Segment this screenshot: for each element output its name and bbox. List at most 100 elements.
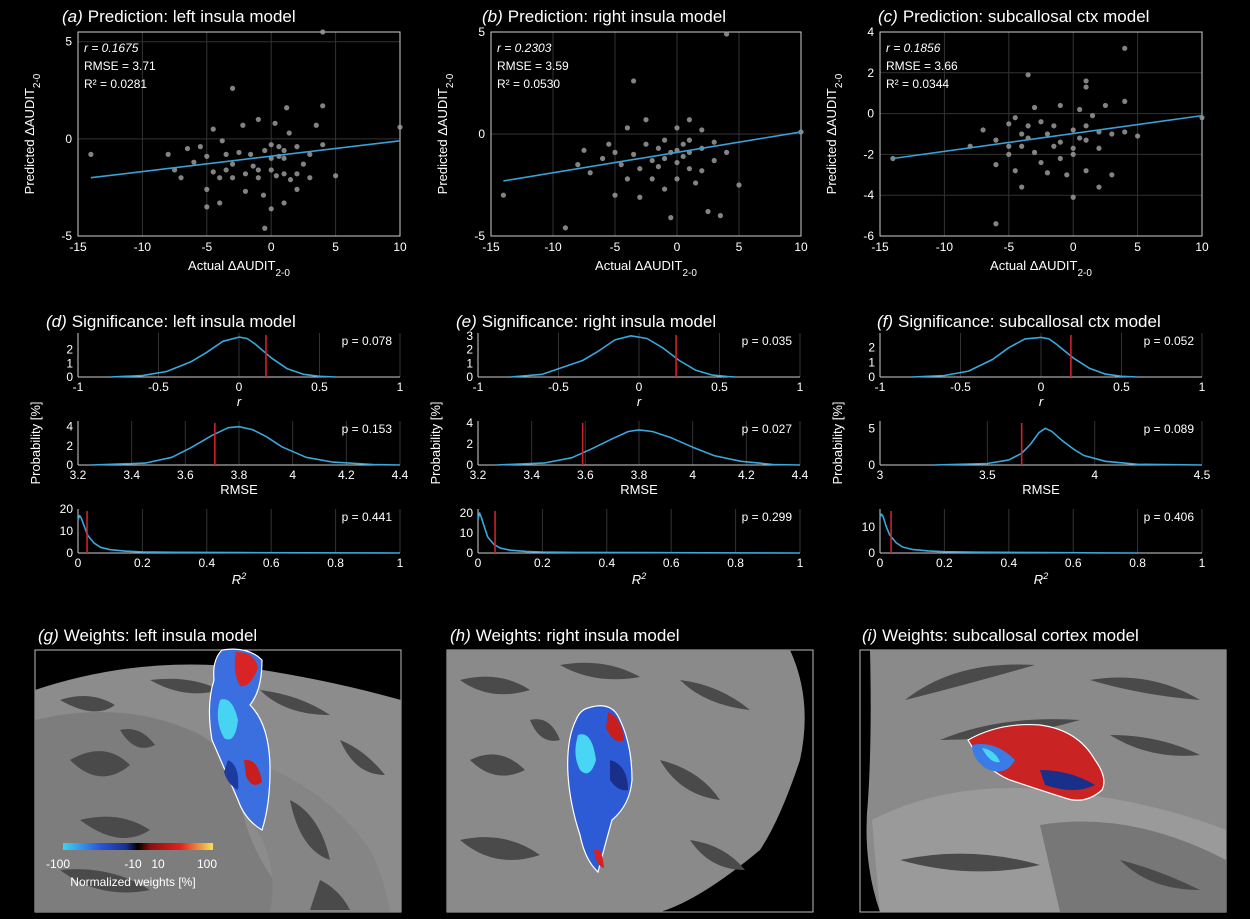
x-axis-label-sup: 2 (240, 571, 246, 581)
colorbar: -100 -10 10 100 Normalized weights [%] (46, 843, 217, 889)
x-tick-label: 3.4 (523, 468, 540, 482)
data-point (1019, 184, 1025, 190)
data-point (711, 139, 717, 145)
x-axis-label-main: R (1034, 572, 1043, 587)
regression-line (503, 131, 802, 182)
data-point (197, 144, 203, 150)
density-curve (77, 514, 401, 554)
data-point (1064, 172, 1070, 178)
y-tick-label: 4 (66, 420, 73, 434)
data-point (1070, 194, 1076, 200)
x-tick-label: 4 (689, 468, 696, 482)
data-point (88, 151, 94, 157)
data-point (600, 155, 606, 162)
data-point (247, 151, 254, 157)
plot-frame (879, 31, 1203, 237)
data-point (178, 175, 184, 181)
x-tick-label: 0.8 (727, 556, 744, 570)
panel-title-text: Prediction: left insula model (88, 7, 296, 26)
data-point (575, 162, 581, 168)
data-point (1089, 113, 1096, 119)
y-tick-label: 0 (466, 370, 473, 384)
x-axis-label: r (637, 394, 642, 409)
x-tick-label: 5 (736, 240, 743, 254)
x-tick-label: -0.5 (548, 380, 569, 394)
density-curve (496, 429, 801, 466)
data-point (223, 167, 229, 173)
x-tick-label: 0.6 (663, 556, 680, 570)
x-tick-label: 1 (797, 380, 804, 394)
data-point (705, 208, 711, 215)
data-point (1122, 129, 1128, 135)
x-tick-label: 0.4 (598, 556, 615, 570)
x-tick-label: 0.2 (936, 556, 953, 570)
x-axis-label-main: R (232, 572, 241, 587)
data-point (1006, 151, 1012, 157)
panel-letter: (a) (62, 7, 83, 26)
y-tick-label: 4 (867, 25, 874, 39)
x-tick-label: 0.6 (1065, 556, 1082, 570)
data-point (1044, 131, 1051, 137)
brain-image-left-insula: -100 -10 10 100 Normalized weights [%] (34, 648, 402, 913)
x-tick-label: 0.5 (711, 380, 728, 394)
weight-map-right-insula (567, 705, 633, 874)
colorbar-tick: -10 (124, 857, 142, 871)
x-tick-label: 0 (1070, 240, 1077, 254)
x-tick-label: 0.6 (263, 556, 280, 570)
x-tick-label: 3.2 (470, 468, 487, 482)
data-point (255, 167, 261, 173)
stat-r: r = 0.2303 (497, 41, 552, 55)
p-value-label: p = 0.153 (342, 422, 393, 436)
y-tick-label: 2 (66, 343, 73, 357)
svg-text:(d)Significance: left insula m: (d) Significance: left insula model (46, 312, 296, 331)
data-point (612, 149, 618, 155)
colorbar-gradient (63, 843, 213, 850)
y-tick-label: 2 (466, 343, 473, 357)
density-curve (933, 427, 1203, 466)
y-tick-label: 0 (868, 370, 875, 384)
data-point (631, 78, 637, 84)
y-tick-label: -5 (61, 229, 72, 243)
x-tick-label: 0 (877, 556, 884, 570)
y-tick-label: 0 (66, 458, 73, 472)
data-point (287, 177, 294, 183)
panel-a-title: (a) Prediction: left insula model (62, 7, 296, 26)
data-point (262, 225, 268, 231)
data-point (993, 221, 999, 227)
x-tick-label: -10 (544, 240, 562, 254)
data-point (637, 194, 643, 200)
y-tick-label: 20 (60, 502, 74, 516)
data-point (798, 129, 804, 135)
data-point (229, 175, 236, 181)
data-point (624, 125, 631, 131)
panel-h-title: (h) Weights: right insula model (450, 626, 680, 645)
data-point (307, 151, 313, 157)
x-axis-label-sup: 2 (1042, 571, 1048, 581)
data-point (1051, 123, 1057, 129)
svg-text:(b)Prediction: right insula mo: (b) Prediction: right insula model (482, 7, 726, 26)
density-curve (477, 512, 801, 554)
x-axis-label: RMSE (220, 482, 258, 497)
y-tick-label: 10 (460, 526, 474, 540)
data-point (643, 117, 649, 123)
stat-r-text: r = 0.2303 (497, 41, 552, 55)
x-tick-label: -15 (69, 240, 87, 254)
data-point (217, 175, 223, 181)
data-point (1070, 151, 1076, 157)
data-point (184, 145, 191, 152)
data-point (204, 153, 210, 159)
p-value-label: p = 0.299 (742, 510, 793, 524)
data-point (286, 130, 292, 136)
x-tick-label: 3.8 (231, 468, 248, 482)
y-tick-label: 10 (60, 524, 74, 538)
y-tick-label: 2 (466, 437, 473, 451)
data-point (307, 175, 313, 181)
data-point (281, 147, 287, 154)
data-point (273, 173, 279, 179)
x-tick-label: -0.5 (148, 380, 169, 394)
data-point (1006, 143, 1012, 149)
panel-title-text: Significance: subcallosal ctx model (898, 312, 1161, 331)
x-axis-label: Actual ΔAUDIT2-0 (990, 258, 1092, 279)
data-point (674, 176, 680, 182)
